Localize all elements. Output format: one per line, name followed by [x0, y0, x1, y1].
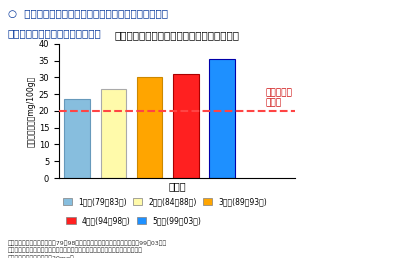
- Bar: [64, 99, 90, 178]
- Text: ○  多くの農家は、土壌でリン酸や加里が過剰蓄積して: ○ 多くの農家は、土壌でリン酸や加里が過剰蓄積して: [8, 8, 168, 18]
- Bar: [209, 59, 235, 178]
- Text: 適正水準の
上限値: 適正水準の 上限値: [266, 88, 293, 108]
- Text: ン酸含有量の上限値（20mg）: ン酸含有量の上限値（20mg）: [8, 255, 75, 258]
- Text: いることを十分認識していない。: いることを十分認識していない。: [8, 28, 102, 38]
- Bar: [101, 89, 126, 178]
- X-axis label: リン酸: リン酸: [168, 181, 185, 191]
- Bar: [173, 74, 198, 178]
- Y-axis label: 有効態リン酸（mg/100g）: 有効態リン酸（mg/100g）: [27, 75, 36, 147]
- Title: 水田土壌に蓄積している有効態リン酸の推移: 水田土壌に蓄積している有効態リン酸の推移: [114, 30, 239, 40]
- Text: 注：点線は、「土壌管理のあり方に関する意見交換会」報告書に基づく有効態リ: 注：点線は、「土壌管理のあり方に関する意見交換会」報告書に基づく有効態リ: [8, 248, 143, 253]
- Legend: 1巡目(79〜83年), 2巡目(84〜88年), 3巡目(89〜93年): 1巡目(79〜83年), 2巡目(84〜88年), 3巡目(89〜93年): [60, 194, 270, 209]
- Bar: [137, 77, 162, 178]
- Legend: 4巡目(94〜98年), 5巡目(99〜03年): 4巡目(94〜98年), 5巡目(99〜03年): [63, 213, 204, 228]
- Text: 資料：「土壌環境基礎調査（79〜98）」、「土壌機能モニタリング調査（99〜03）」: 資料：「土壌環境基礎調査（79〜98）」、「土壌機能モニタリング調査（99〜03…: [8, 240, 167, 246]
